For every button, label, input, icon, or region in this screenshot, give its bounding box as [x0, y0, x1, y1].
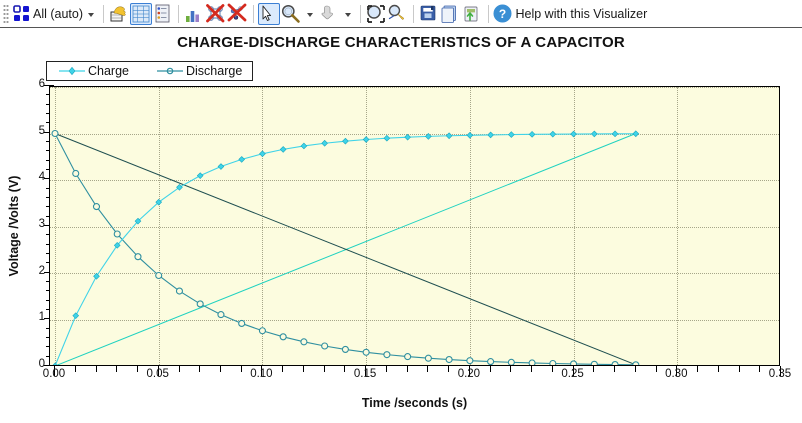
svg-text:?: ?: [499, 7, 506, 21]
